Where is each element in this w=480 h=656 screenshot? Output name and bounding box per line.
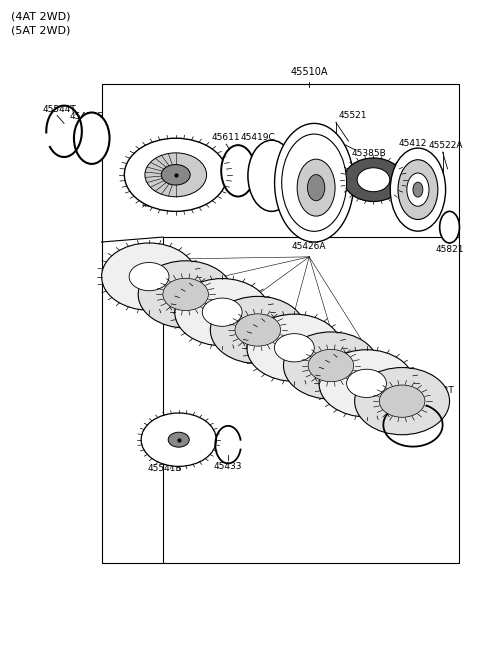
Text: 45522A: 45522A <box>428 141 463 150</box>
Text: 45426A: 45426A <box>292 242 326 251</box>
Ellipse shape <box>357 168 390 192</box>
Bar <box>102 84 459 564</box>
Ellipse shape <box>347 369 386 398</box>
Text: 45521: 45521 <box>339 112 367 121</box>
Ellipse shape <box>248 140 295 211</box>
Ellipse shape <box>284 332 378 399</box>
Ellipse shape <box>74 113 109 164</box>
Text: 45419C: 45419C <box>240 133 275 142</box>
Ellipse shape <box>202 298 242 326</box>
Ellipse shape <box>344 158 403 201</box>
Ellipse shape <box>440 211 459 243</box>
Ellipse shape <box>390 148 445 231</box>
Text: 45510A: 45510A <box>290 67 328 77</box>
Ellipse shape <box>221 145 255 197</box>
Ellipse shape <box>319 350 414 417</box>
Text: 45544T: 45544T <box>42 104 76 113</box>
Text: 45821: 45821 <box>435 245 464 254</box>
Text: 45455E: 45455E <box>70 112 104 121</box>
Ellipse shape <box>282 134 347 232</box>
Ellipse shape <box>129 262 169 291</box>
Ellipse shape <box>308 350 354 382</box>
Ellipse shape <box>355 367 450 435</box>
Ellipse shape <box>141 413 216 466</box>
Ellipse shape <box>161 165 190 185</box>
Text: (4AT 2WD): (4AT 2WD) <box>11 12 70 22</box>
Ellipse shape <box>407 173 429 206</box>
Ellipse shape <box>102 243 196 310</box>
Ellipse shape <box>379 385 425 417</box>
Text: 45412: 45412 <box>399 139 427 148</box>
Text: 45433: 45433 <box>214 462 242 472</box>
Ellipse shape <box>275 123 354 242</box>
Ellipse shape <box>168 432 189 447</box>
Ellipse shape <box>247 314 342 381</box>
Ellipse shape <box>413 182 423 197</box>
Text: 45514: 45514 <box>142 199 170 209</box>
Ellipse shape <box>235 314 281 346</box>
Ellipse shape <box>210 297 305 363</box>
Ellipse shape <box>163 278 208 310</box>
Ellipse shape <box>138 261 233 328</box>
Text: 45541B: 45541B <box>147 464 182 474</box>
Ellipse shape <box>275 334 314 362</box>
Ellipse shape <box>398 159 438 220</box>
Ellipse shape <box>145 153 206 197</box>
Text: (5AT 2WD): (5AT 2WD) <box>11 26 70 35</box>
Ellipse shape <box>297 159 335 216</box>
Ellipse shape <box>307 174 325 201</box>
Ellipse shape <box>124 138 227 211</box>
Ellipse shape <box>175 279 270 346</box>
Text: 45432T: 45432T <box>421 386 455 395</box>
Text: 45385B: 45385B <box>351 149 386 158</box>
Text: 45611: 45611 <box>212 133 240 142</box>
